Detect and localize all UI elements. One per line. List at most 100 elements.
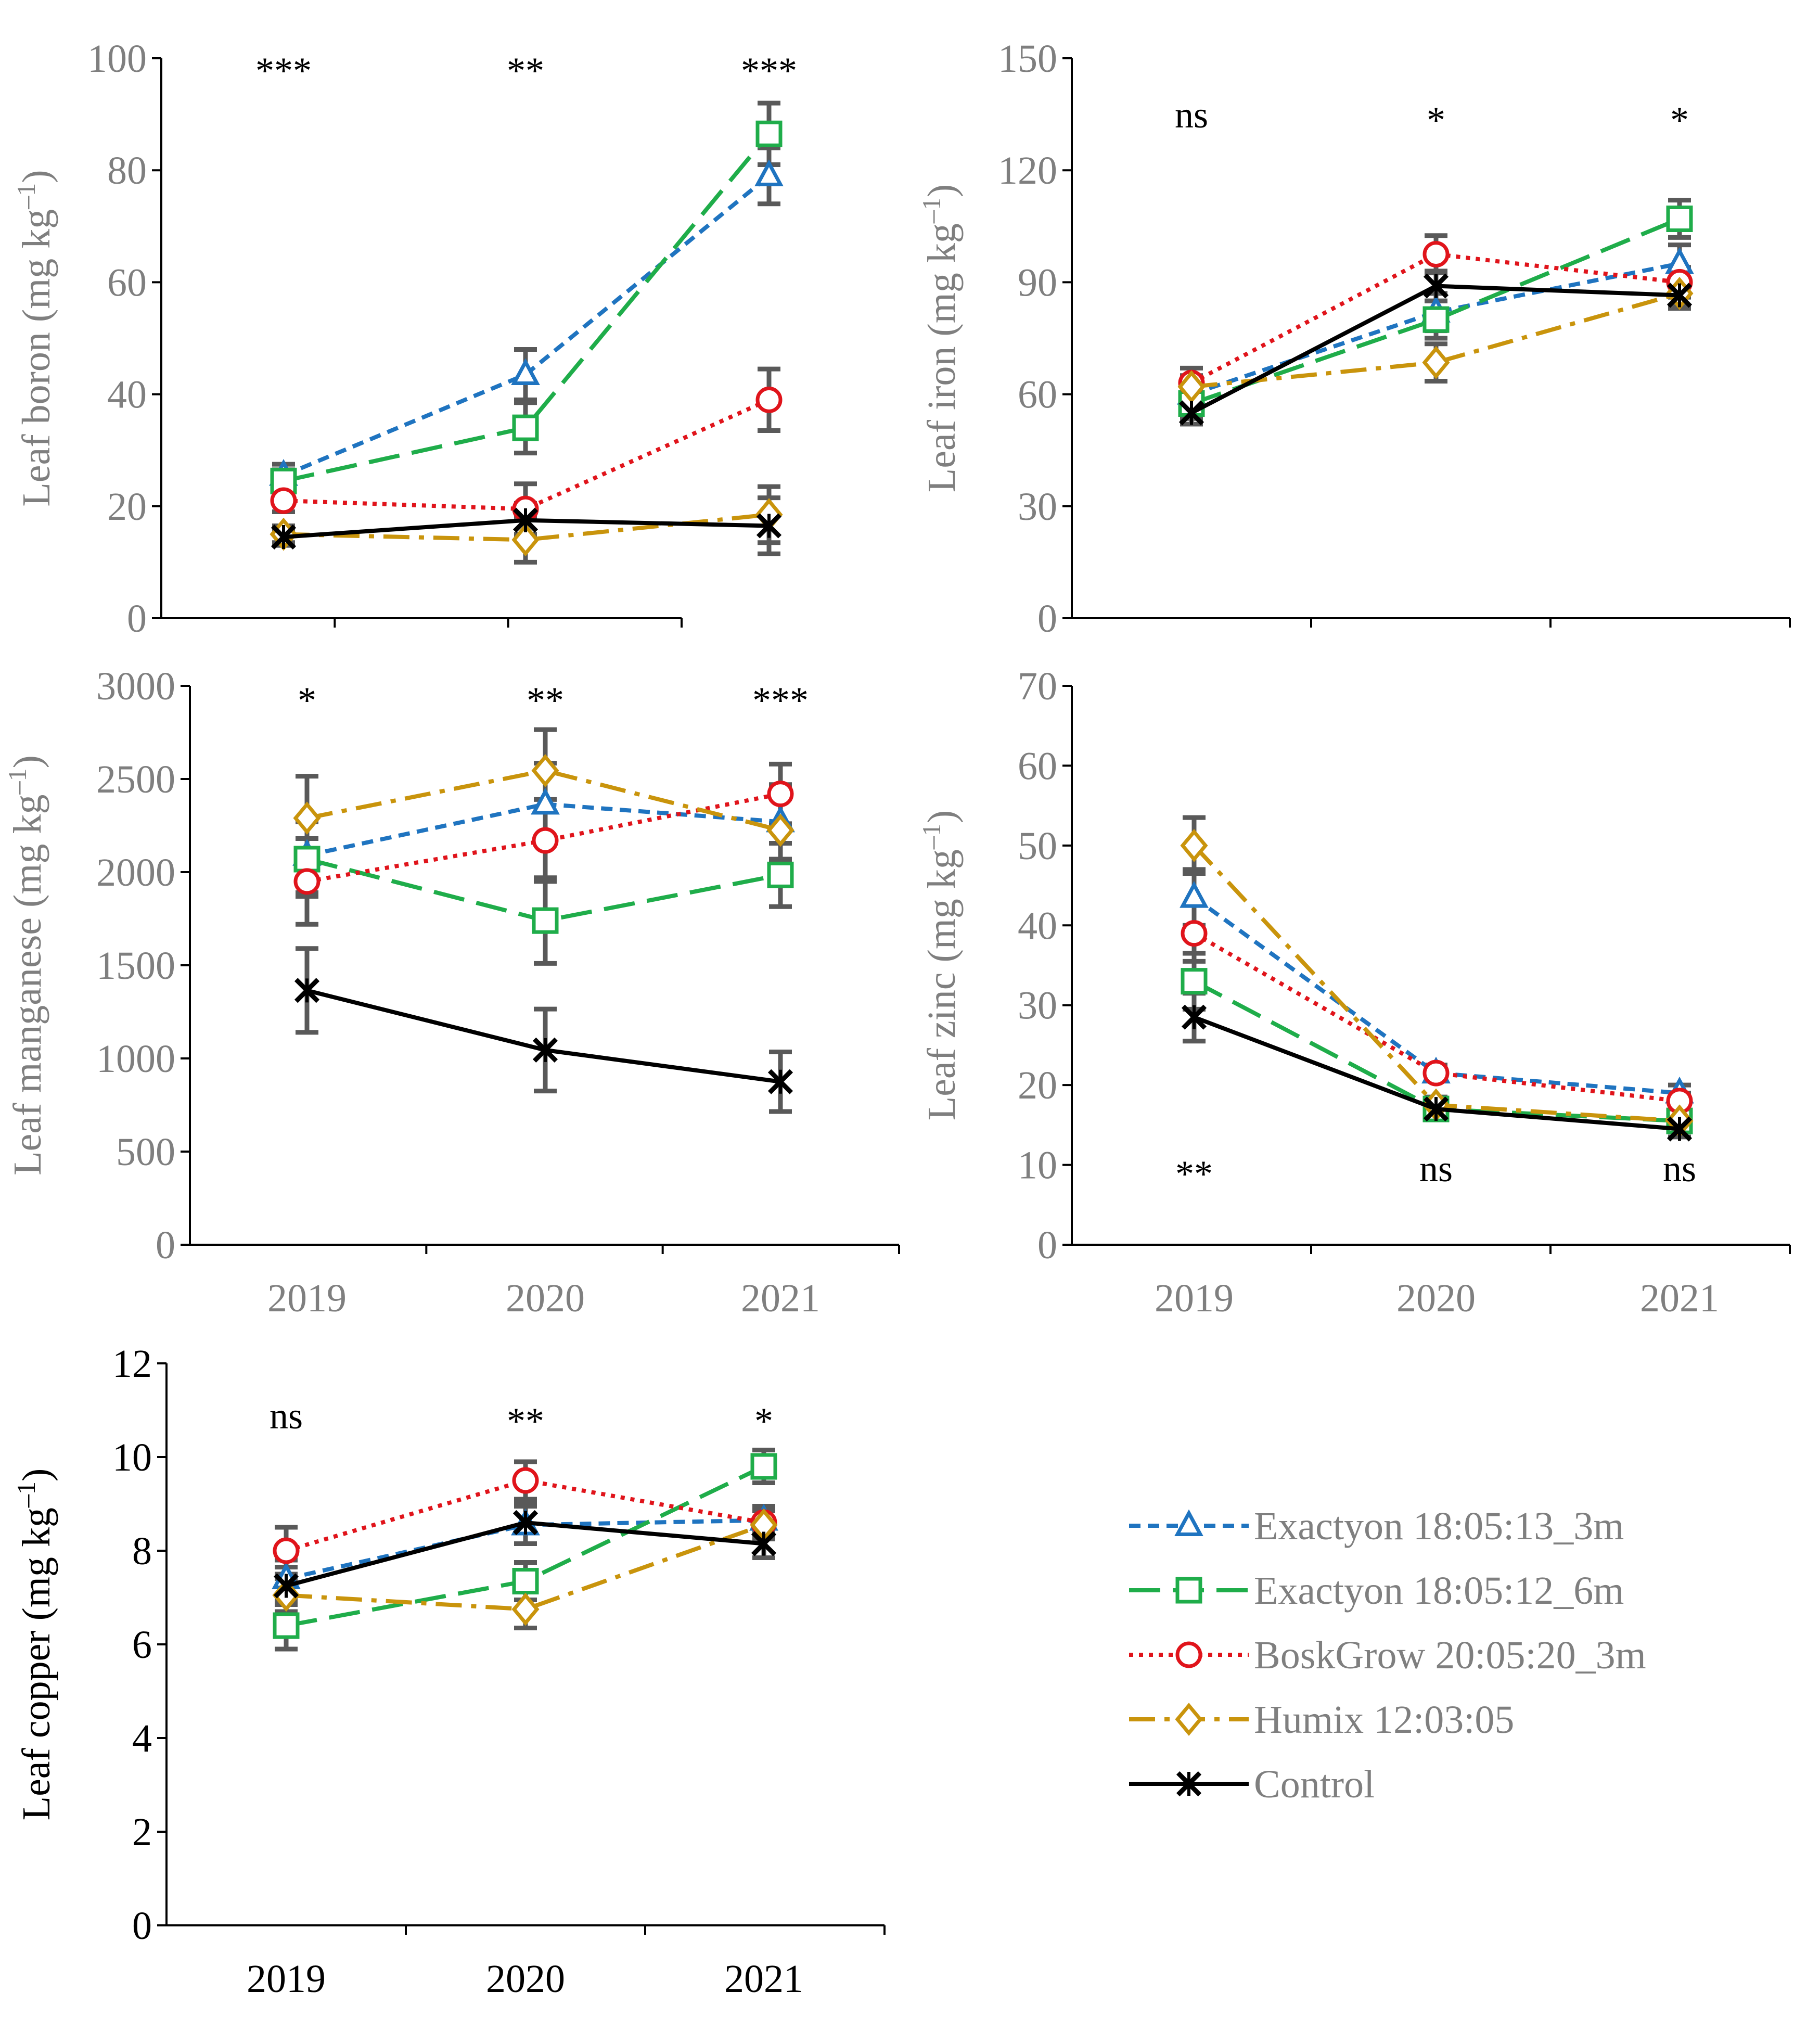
legend-item-boskgrow: BoskGrow 20:05:20_3m bbox=[1129, 1633, 1646, 1677]
data-point bbox=[1422, 306, 1450, 333]
y-tick-label: 30 bbox=[1018, 984, 1057, 1028]
x-tick-label: 2019 bbox=[1155, 1276, 1234, 1320]
y-tick-label: 60 bbox=[107, 261, 147, 304]
y-tick-label: 0 bbox=[1037, 1223, 1057, 1267]
data-point bbox=[766, 813, 794, 847]
data-point bbox=[532, 1037, 558, 1063]
star-cross-icon bbox=[1176, 1771, 1202, 1797]
significance-label: * bbox=[1670, 99, 1689, 141]
data-point bbox=[1667, 283, 1693, 308]
significance-label: ns bbox=[270, 1395, 303, 1437]
y-tick-label: 40 bbox=[107, 373, 147, 417]
data-point bbox=[755, 120, 783, 147]
chart-iron: 0 30 60 90 120 150 Leaf iron (mg kg–1) ns * * bbox=[917, 37, 1791, 641]
y-axis-label: Leaf manganese (mg kg–1) bbox=[3, 755, 49, 1176]
data-point bbox=[511, 358, 540, 385]
data-point bbox=[767, 781, 794, 808]
y-tick-label: 100 bbox=[87, 37, 147, 81]
data-point bbox=[512, 1467, 539, 1494]
data-point bbox=[1422, 346, 1450, 379]
y-axis-label: Leaf iron (mg kg–1) bbox=[917, 184, 964, 492]
legend-item-control: Control bbox=[1129, 1762, 1375, 1806]
y-axis-label: Leaf boron (mg kg–1) bbox=[11, 170, 58, 506]
chart-manganese: 0 500 1000 1500 2000 2500 3000 2019 2020 2021 Leaf… bbox=[3, 665, 900, 1320]
data-point bbox=[293, 868, 321, 895]
y-tick-label: 30 bbox=[1018, 485, 1057, 529]
data-point bbox=[1667, 1116, 1693, 1142]
data-point bbox=[1422, 1059, 1450, 1087]
y-tick-label: 4 bbox=[132, 1717, 152, 1760]
data-point bbox=[293, 801, 321, 835]
significance-label: ** bbox=[507, 1400, 544, 1442]
significance-label: * bbox=[754, 1400, 773, 1442]
x-tick-label: 2021 bbox=[741, 1276, 820, 1320]
series-line bbox=[1190, 261, 1680, 397]
series-line bbox=[283, 398, 770, 512]
data-point bbox=[512, 414, 539, 441]
data-point bbox=[1177, 370, 1206, 404]
y-tick-label: 8 bbox=[132, 1529, 152, 1573]
y-axis-label: Leaf zinc (mg kg–1) bbox=[917, 810, 964, 1121]
circle-icon bbox=[1175, 1641, 1202, 1668]
x-tick-label: 2019 bbox=[267, 1276, 347, 1320]
y-tick-label: 0 bbox=[1037, 597, 1057, 641]
y-axis-label: Leaf copper (mg kg–1) bbox=[11, 1468, 58, 1821]
legend-label: Humix 12:03:05 bbox=[1254, 1698, 1514, 1742]
data-point bbox=[512, 507, 539, 533]
y-tick-label: 40 bbox=[1018, 904, 1057, 948]
data-point bbox=[532, 907, 559, 934]
y-tick-label: 60 bbox=[1018, 744, 1057, 788]
data-point bbox=[294, 978, 320, 1003]
data-point bbox=[767, 1069, 793, 1094]
series-line bbox=[283, 174, 771, 478]
data-point bbox=[1181, 968, 1208, 995]
chart-zinc: 0 10 20 30 40 50 60 70 2019 2020 2021 Leaf zinc (mg… bbox=[917, 665, 1791, 1320]
y-tick-label: 50 bbox=[1018, 824, 1057, 868]
legend-label: BoskGrow 20:05:20_3m bbox=[1254, 1633, 1646, 1677]
data-point bbox=[1180, 881, 1209, 908]
data-point bbox=[511, 523, 540, 557]
data-point bbox=[531, 787, 560, 815]
data-point bbox=[1422, 241, 1450, 268]
x-tick-label: 2020 bbox=[486, 1957, 565, 2001]
legend-label: Control bbox=[1254, 1762, 1375, 1806]
series-line bbox=[1190, 252, 1680, 385]
series-line bbox=[306, 791, 781, 884]
data-point bbox=[751, 1531, 777, 1556]
data-point bbox=[756, 513, 782, 539]
series-humix bbox=[293, 754, 794, 847]
data-point bbox=[270, 487, 297, 514]
series-exactyon_6m bbox=[273, 1453, 777, 1639]
y-tick-label: 2 bbox=[132, 1810, 152, 1854]
y-tick-label: 3000 bbox=[96, 665, 175, 708]
y-tick-label: 60 bbox=[1018, 373, 1057, 417]
legend-item-exactyon_6m: Exactyon 18:05:12_6m bbox=[1129, 1569, 1624, 1613]
data-point bbox=[1178, 400, 1204, 426]
series-control bbox=[271, 507, 782, 550]
y-tick-label: 2000 bbox=[96, 851, 175, 895]
x-tick-label: 2021 bbox=[724, 1957, 803, 2001]
data-point bbox=[531, 754, 559, 787]
y-tick-label: 70 bbox=[1018, 665, 1057, 708]
data-point bbox=[273, 1612, 300, 1639]
data-point bbox=[750, 1453, 777, 1480]
y-tick-label: 20 bbox=[107, 485, 147, 529]
y-tick-label: 10 bbox=[112, 1436, 152, 1479]
legend-label: Exactyon 18:05:12_6m bbox=[1254, 1569, 1624, 1613]
y-tick-label: 6 bbox=[132, 1623, 152, 1667]
x-tick-label: 2020 bbox=[1396, 1276, 1476, 1320]
significance-label: *** bbox=[752, 680, 809, 721]
legend-item-humix: Humix 12:03:05 bbox=[1129, 1698, 1514, 1742]
data-point bbox=[512, 1568, 539, 1594]
y-tick-label: 90 bbox=[1018, 261, 1057, 304]
significance-label: ns bbox=[1663, 1148, 1696, 1190]
significance-label: ns bbox=[1419, 1148, 1453, 1190]
significance-label: ** bbox=[527, 680, 564, 721]
data-point bbox=[1423, 273, 1449, 299]
diamond-icon bbox=[1175, 1703, 1203, 1736]
data-point bbox=[273, 1573, 299, 1599]
significance-label: * bbox=[1427, 99, 1445, 141]
legend-item-exactyon_3m: Exactyon 18:05:13_3m bbox=[1129, 1504, 1624, 1548]
